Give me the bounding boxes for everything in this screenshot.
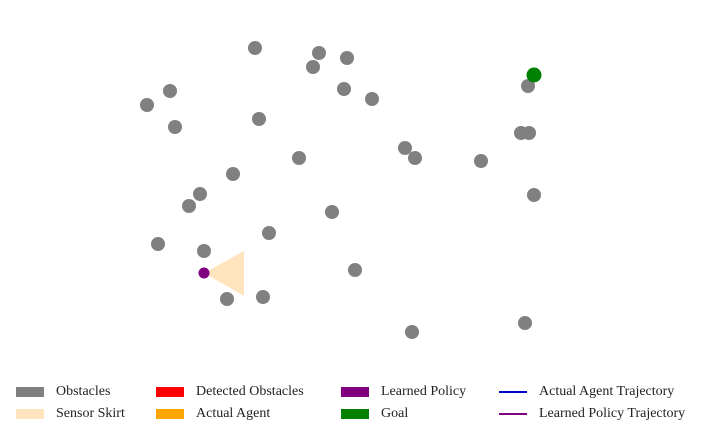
obstacle: [248, 41, 262, 55]
legend-label-actual-agent-trajectory: Actual Agent Trajectory: [539, 384, 675, 399]
legend-swatch-learned-policy: [341, 387, 369, 397]
obstacle: [256, 290, 270, 304]
obstacle: [168, 120, 182, 134]
obstacle: [340, 51, 354, 65]
legend-item-obstacles: Obstacles: [16, 382, 110, 402]
legend-label-goal: Goal: [381, 406, 409, 421]
legend-item-actual-agent-trajectory: Actual Agent Trajectory: [499, 382, 674, 402]
obstacle: [252, 112, 266, 126]
legend-item-actual-agent: Actual Agent: [156, 404, 270, 424]
obstacle: [522, 126, 536, 140]
legend-label-sensor-skirt: Sensor Skirt: [56, 406, 125, 421]
sensor-skirt: [204, 251, 244, 296]
obstacles-layer: [140, 41, 541, 339]
obstacle: [408, 151, 422, 165]
obstacle: [348, 263, 362, 277]
obstacle: [405, 325, 419, 339]
legend-item-learned-policy-trajectory: Learned Policy Trajectory: [499, 404, 685, 424]
legend-swatch-actual-agent: [156, 409, 184, 419]
legend-label-actual-agent: Actual Agent: [196, 406, 271, 421]
obstacle: [306, 60, 320, 74]
obstacle: [312, 46, 326, 60]
goal-marker: [526, 67, 542, 83]
obstacle: [140, 98, 154, 112]
obstacle: [163, 84, 177, 98]
legend-label-obstacles: Obstacles: [56, 384, 111, 399]
legend-swatch-learned-policy-trajectory: [499, 413, 527, 415]
obstacle: [220, 292, 234, 306]
obstacle: [518, 316, 532, 330]
legend-swatch-sensor-skirt: [16, 409, 44, 419]
obstacle: [337, 82, 351, 96]
obstacle: [325, 205, 339, 219]
obstacle: [151, 237, 165, 251]
obstacle: [193, 187, 207, 201]
obstacle: [197, 244, 211, 258]
legend-label-learned-policy-trajectory: Learned Policy Trajectory: [539, 406, 686, 421]
legend-swatch-actual-agent-trajectory: [499, 391, 527, 393]
obstacle: [226, 167, 240, 181]
obstacle: [521, 79, 535, 93]
legend-label-detected-obstacles: Detected Obstacles: [196, 384, 304, 399]
legend-swatch-goal: [341, 409, 369, 419]
legend-swatch-obstacles: [16, 387, 44, 397]
legend-label-learned-policy: Learned Policy: [381, 384, 467, 399]
obstacle: [365, 92, 379, 106]
legend-item-detected-obstacles: Detected Obstacles: [156, 382, 304, 402]
obstacle: [262, 226, 276, 240]
legend-item-goal: Goal: [341, 404, 408, 424]
obstacle: [474, 154, 488, 168]
obstacle: [527, 188, 541, 202]
legend-item-learned-policy: Learned Policy: [341, 382, 466, 402]
legend: Obstacles Detected Obstacles Learned Pol…: [0, 378, 712, 438]
legend-swatch-detected-obstacles: [156, 387, 184, 397]
obstacle: [292, 151, 306, 165]
environment-scene: [140, 41, 542, 339]
legend-item-sensor-skirt: Sensor Skirt: [16, 404, 125, 424]
obstacle: [398, 141, 412, 155]
obstacle: [182, 199, 196, 213]
learned-policy-agent: [198, 267, 210, 279]
